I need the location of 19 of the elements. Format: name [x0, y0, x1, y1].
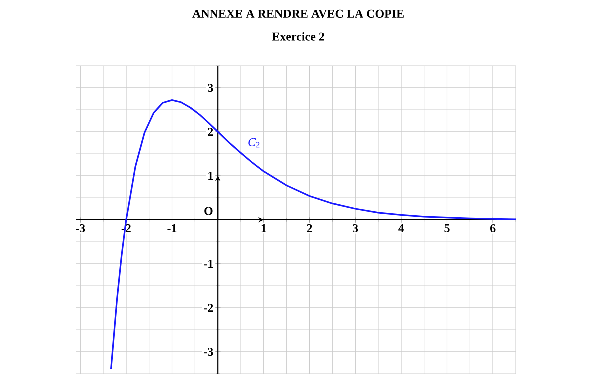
y-tick-label: 3 — [208, 84, 214, 92]
y-tick-label: 1 — [208, 172, 214, 180]
y-tick-label: 2 — [208, 128, 214, 136]
x-tick-label: 3 — [353, 224, 358, 233]
chart-title: ANNEXE A RENDRE AVEC LA COPIE — [192, 10, 404, 18]
x-tick-label: 4 — [398, 224, 404, 232]
x-tick-label: 2 — [307, 224, 312, 232]
x-tick-label: 5 — [444, 224, 450, 232]
x-tick-label: 1 — [262, 224, 266, 232]
x-tick-label: 6 — [490, 224, 496, 233]
y-tick-label: -2 — [204, 304, 214, 312]
x-tick-label: -1 — [168, 224, 177, 232]
y-tick-label: -1 — [204, 260, 214, 268]
y-tick-label: -3 — [204, 348, 214, 356]
annotation: C$_{2}$ — [248, 138, 260, 148]
x-tick-label: -3 — [76, 224, 86, 233]
annotation: O — [204, 207, 213, 216]
line-series — [110, 100, 517, 370]
chart-subtitle: Exercice 2 — [272, 32, 324, 41]
